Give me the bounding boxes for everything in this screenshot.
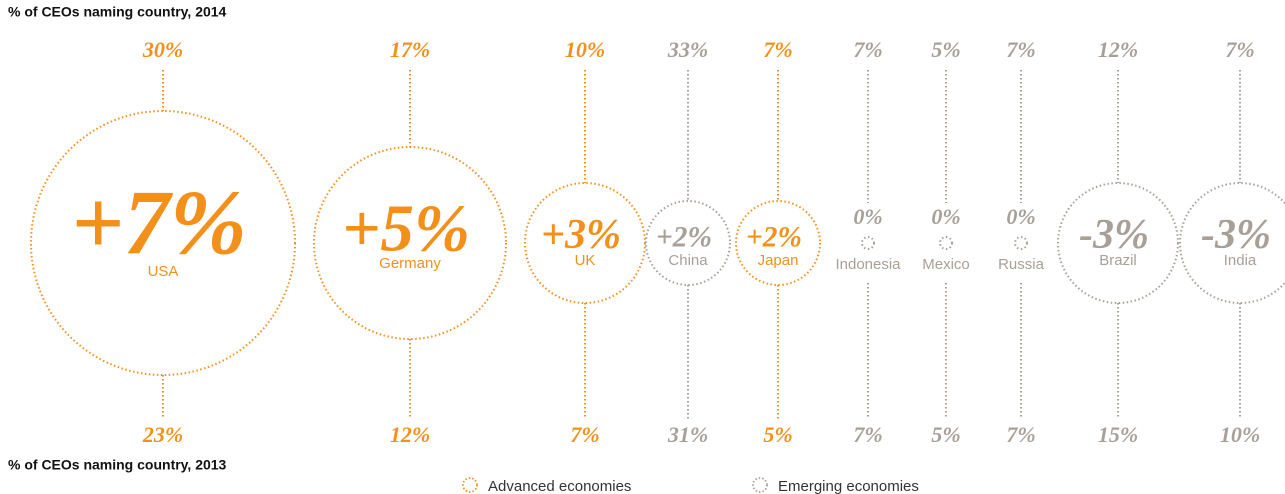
bubble [1057, 182, 1179, 304]
value-2013: 7% [853, 422, 882, 447]
country-label: Mexico [922, 256, 970, 273]
country-label: Germany [379, 255, 441, 272]
value-2014: 5% [931, 37, 960, 62]
country-label: Brazil [1099, 252, 1137, 269]
bubble [1179, 182, 1285, 304]
bubble [1014, 236, 1028, 250]
change-label: +2% [746, 221, 802, 253]
value-2013: 10% [1220, 422, 1260, 447]
bubble [939, 236, 953, 250]
bottom-axis-label: % of CEOs naming country, 2013 [8, 457, 227, 473]
legend-label: Emerging economies [778, 478, 919, 494]
value-2013: 5% [763, 422, 792, 447]
value-2014: 7% [853, 37, 882, 62]
top-axis-label: % of CEOs naming country, 2014 [8, 4, 227, 20]
bubble [645, 200, 731, 286]
value-2014: 33% [667, 37, 708, 62]
change-label: 0% [931, 204, 960, 229]
bubble [313, 146, 507, 340]
country-label: Indonesia [835, 256, 901, 273]
bubble [30, 110, 296, 376]
change-label: +7% [71, 172, 247, 274]
value-2013: 15% [1098, 422, 1138, 447]
change-label: +5% [342, 191, 470, 266]
value-2013: 5% [931, 422, 960, 447]
legend-swatch [462, 477, 478, 493]
value-2014: 30% [142, 37, 183, 62]
bubble [861, 236, 875, 250]
change-label: -3% [1201, 212, 1271, 258]
country-label: Russia [998, 256, 1045, 273]
value-2014: 12% [1098, 37, 1138, 62]
change-label: +2% [656, 221, 712, 253]
country-label: China [668, 252, 708, 269]
value-2013: 31% [667, 422, 708, 447]
bubble [735, 200, 821, 286]
value-2014: 10% [565, 37, 605, 62]
change-label: 0% [1006, 204, 1035, 229]
value-2014: 17% [390, 37, 430, 62]
value-2014: 7% [1225, 37, 1254, 62]
change-label: +3% [541, 212, 621, 258]
country-label: India [1224, 252, 1257, 269]
bubble [524, 182, 646, 304]
value-2013: 7% [1006, 422, 1035, 447]
change-label: 0% [853, 204, 882, 229]
value-2014: 7% [1006, 37, 1035, 62]
legend-label: Advanced economies [488, 478, 631, 494]
value-2013: 7% [570, 422, 599, 447]
value-2013: 23% [142, 422, 183, 447]
country-label: Japan [758, 252, 799, 269]
country-label: USA [148, 263, 179, 280]
legend-swatch [752, 477, 768, 493]
value-2014: 7% [763, 37, 792, 62]
change-label: -3% [1079, 212, 1149, 258]
country-label: UK [575, 252, 596, 269]
value-2013: 12% [390, 422, 430, 447]
